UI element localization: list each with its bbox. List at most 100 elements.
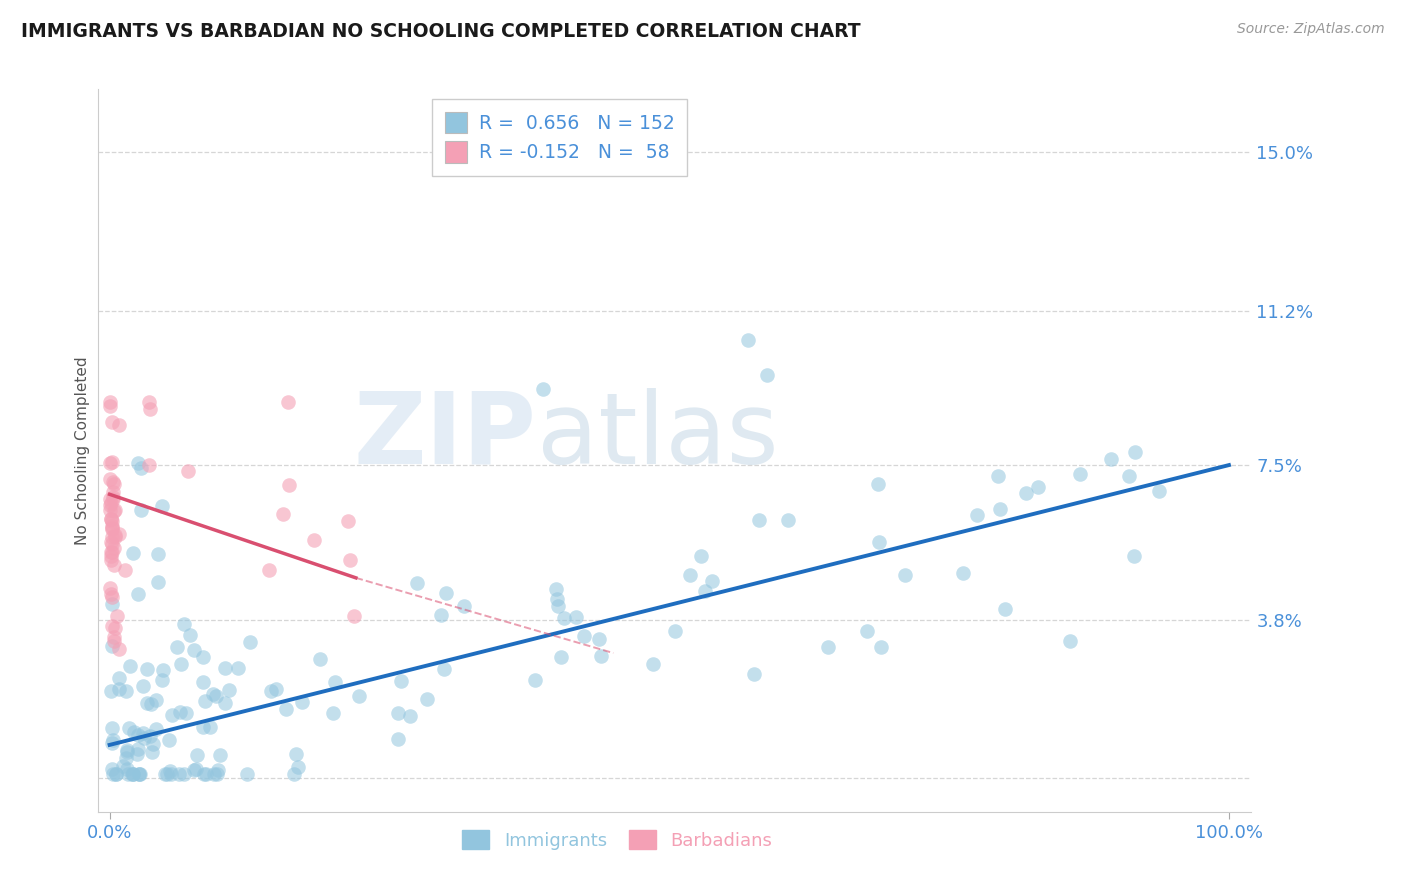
Point	[273, 507, 295, 521]
Point	[122, 725, 145, 739]
Point	[894, 568, 917, 582]
Point	[1123, 549, 1146, 563]
Point	[98, 498, 121, 512]
Point	[1099, 452, 1122, 467]
Point	[591, 649, 613, 664]
Point	[138, 458, 160, 473]
Point	[115, 762, 138, 776]
Point	[690, 549, 713, 563]
Point	[205, 767, 228, 781]
Point	[167, 767, 190, 781]
Point	[100, 587, 122, 601]
Point	[100, 395, 122, 409]
Point	[103, 630, 125, 644]
Point	[817, 640, 839, 655]
Point	[101, 475, 124, 490]
Point	[778, 513, 800, 527]
Point	[101, 619, 124, 633]
Text: Source: ZipAtlas.com: Source: ZipAtlas.com	[1237, 22, 1385, 37]
Point	[98, 399, 121, 413]
Point	[103, 477, 125, 491]
Point	[121, 545, 143, 559]
Point	[257, 563, 280, 577]
Text: atlas: atlas	[537, 387, 778, 484]
Point	[100, 597, 122, 611]
Point	[103, 504, 125, 518]
Point	[291, 695, 314, 709]
Point	[114, 563, 136, 577]
Point	[236, 767, 259, 781]
Point	[337, 514, 360, 528]
Point	[183, 642, 205, 657]
Point	[756, 368, 779, 382]
Point	[101, 519, 124, 533]
Point	[550, 650, 572, 665]
Point	[127, 728, 149, 742]
Point	[103, 541, 125, 555]
Point	[128, 767, 150, 781]
Point	[128, 767, 150, 781]
Point	[988, 501, 1011, 516]
Point	[453, 599, 475, 613]
Point	[191, 675, 214, 690]
Point	[173, 767, 195, 781]
Point	[100, 535, 122, 549]
Point	[156, 767, 179, 781]
Point	[107, 642, 129, 657]
Point	[266, 682, 288, 697]
Point	[1059, 633, 1081, 648]
Point	[207, 763, 229, 777]
Point	[416, 692, 439, 706]
Point	[430, 607, 453, 622]
Point	[1123, 445, 1146, 459]
Point	[184, 762, 207, 776]
Point	[138, 395, 160, 409]
Point	[553, 611, 575, 625]
Point	[994, 602, 1017, 616]
Point	[546, 582, 568, 596]
Point	[343, 608, 366, 623]
Point	[177, 464, 200, 478]
Point	[101, 514, 124, 528]
Point	[643, 657, 665, 672]
Point	[125, 747, 148, 761]
Point	[104, 502, 127, 516]
Point	[104, 767, 127, 781]
Point	[564, 610, 586, 624]
Point	[309, 652, 332, 666]
Point	[153, 767, 176, 781]
Point	[193, 767, 215, 781]
Point	[406, 575, 429, 590]
Point	[966, 508, 988, 523]
Y-axis label: No Schooling Completed: No Schooling Completed	[75, 356, 90, 545]
Point	[547, 599, 569, 613]
Point	[141, 745, 163, 759]
Point	[101, 492, 124, 507]
Point	[987, 469, 1010, 483]
Point	[103, 558, 125, 572]
Point	[98, 471, 121, 485]
Point	[302, 533, 325, 548]
Point	[193, 649, 215, 664]
Point	[132, 726, 155, 740]
Point	[169, 657, 191, 671]
Point	[194, 694, 217, 708]
Point	[98, 491, 121, 506]
Point	[160, 767, 183, 781]
Point	[323, 675, 346, 690]
Point	[202, 767, 225, 781]
Point	[274, 701, 297, 715]
Point	[347, 689, 370, 703]
Text: ZIP: ZIP	[354, 387, 537, 484]
Point	[127, 742, 149, 756]
Point	[260, 683, 283, 698]
Point	[169, 705, 191, 719]
Point	[101, 736, 124, 750]
Point	[100, 549, 122, 563]
Point	[1069, 467, 1091, 481]
Point	[108, 682, 131, 697]
Point	[284, 747, 307, 762]
Point	[737, 333, 759, 347]
Point	[142, 737, 165, 751]
Point	[152, 663, 174, 677]
